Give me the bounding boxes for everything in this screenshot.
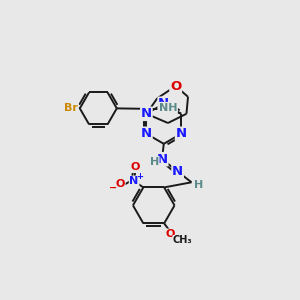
Text: O: O — [131, 162, 140, 172]
Text: O: O — [170, 80, 181, 92]
Text: N: N — [176, 127, 187, 140]
Text: N: N — [158, 97, 169, 110]
Text: +: + — [136, 172, 143, 181]
Text: −: − — [109, 183, 117, 193]
Text: H: H — [150, 157, 159, 166]
Text: O: O — [166, 229, 175, 239]
Text: Br: Br — [64, 103, 78, 113]
Text: CH₃: CH₃ — [173, 235, 192, 245]
Text: N: N — [157, 153, 168, 166]
Text: NH: NH — [159, 103, 177, 112]
Text: H: H — [194, 180, 203, 190]
Text: O: O — [116, 179, 125, 189]
Text: N: N — [130, 176, 139, 186]
Text: N: N — [141, 107, 152, 120]
Text: N: N — [141, 127, 152, 140]
Text: N: N — [172, 165, 183, 178]
